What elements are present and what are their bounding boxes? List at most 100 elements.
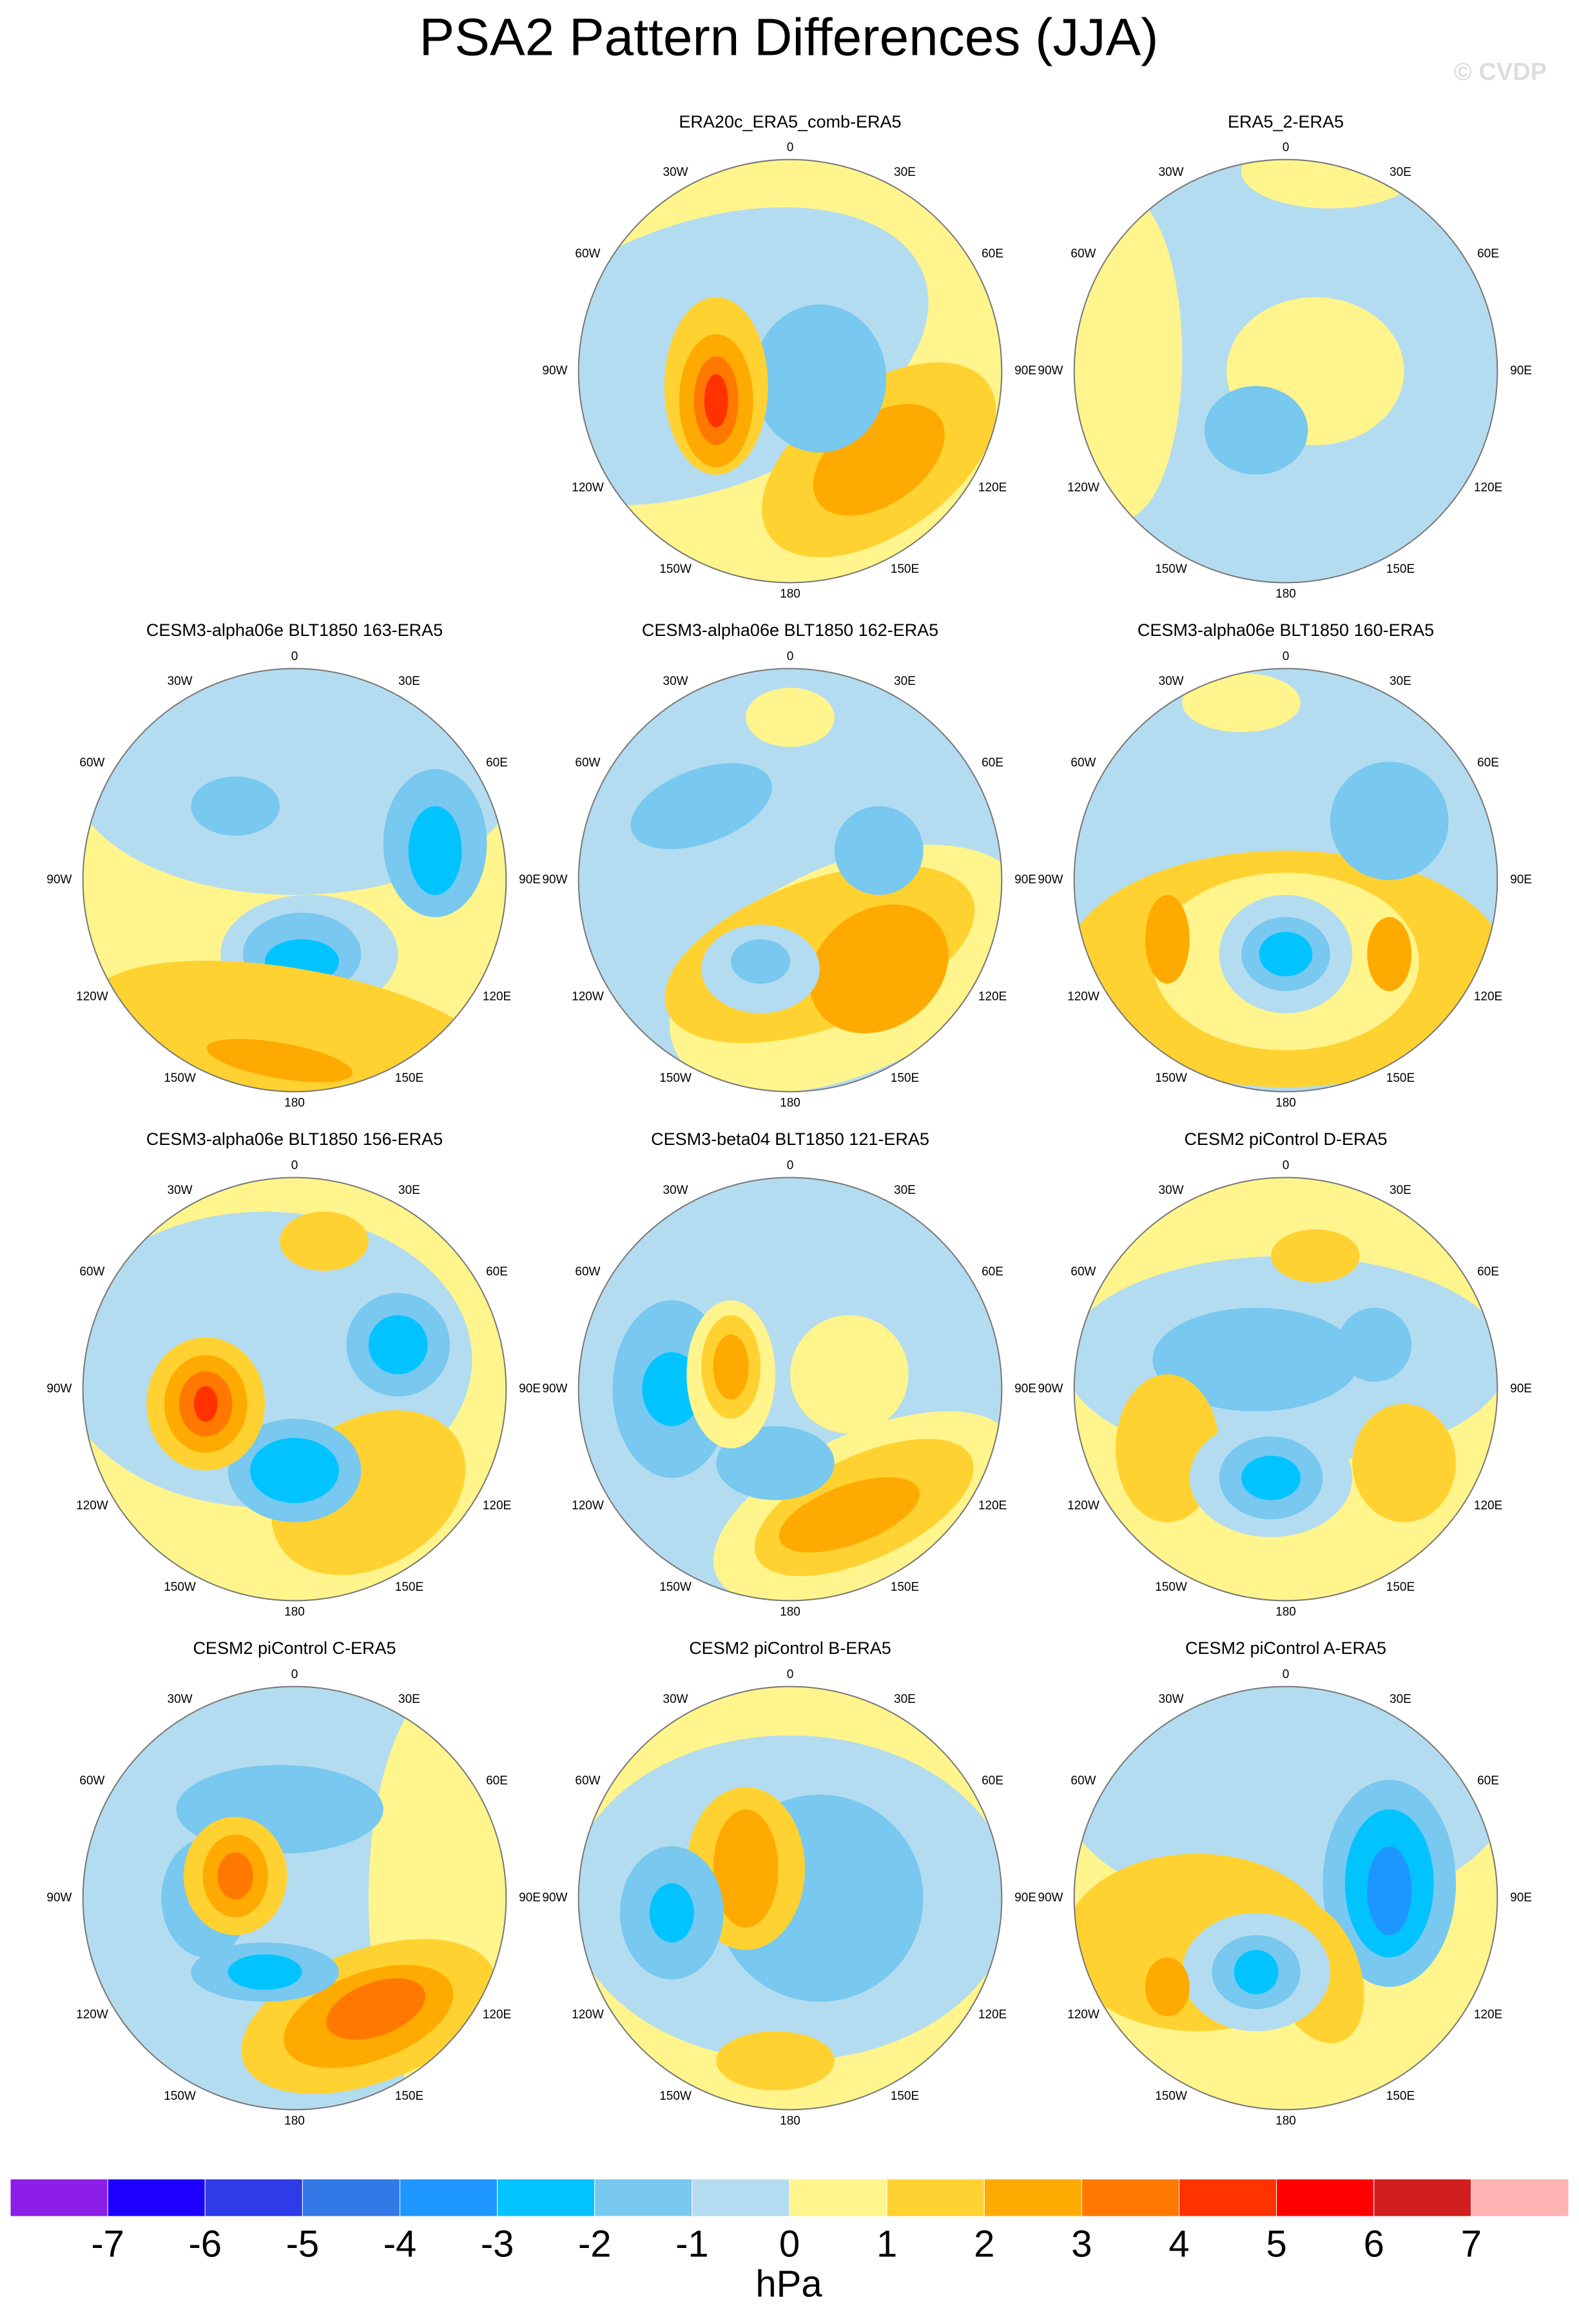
longitude-label: 150E — [1386, 562, 1415, 576]
longitude-label: 90E — [519, 1891, 541, 1905]
longitude-label: 90E — [1014, 364, 1036, 378]
longitude-label: 180 — [1275, 2115, 1296, 2128]
contour-region — [368, 1315, 428, 1375]
colorbar-swatch — [983, 2178, 1082, 2217]
longitude-label: 90W — [46, 1891, 72, 1905]
colorbar-swatch — [886, 2178, 985, 2217]
contour-region — [713, 1334, 749, 1400]
contour-region — [642, 1352, 702, 1426]
longitude-label: 0 — [291, 1667, 298, 1681]
longitude-label: 60W — [1070, 756, 1096, 770]
map-panel: CESM2 piControl D-ERA5 0 30E 60E 90E 120E 150E… — [1038, 1129, 1532, 1619]
colorbar-tick-label: -5 — [286, 2223, 320, 2265]
longitude-label: 150E — [891, 1580, 919, 1594]
panel-title: CESM2 piControl C-ERA5 — [193, 1638, 396, 1658]
contour-region — [1152, 1307, 1360, 1412]
panel-title: CESM2 piControl D-ERA5 — [1184, 1129, 1387, 1149]
contour-region — [834, 806, 924, 895]
longitude-label: 90W — [542, 364, 567, 378]
colorbar-swatch — [302, 2178, 400, 2217]
longitude-label: 120E — [978, 990, 1007, 1003]
map-panel: ERA5_2-ERA5 0 30E 60E 90E 120E 150E 180 150W 120W… — [1038, 112, 1532, 601]
contour-region — [1337, 1307, 1412, 1382]
longitude-label: 30E — [894, 1693, 916, 1706]
contour-region — [731, 939, 790, 984]
longitude-label: 120E — [978, 481, 1007, 494]
longitude-label: 30W — [168, 675, 193, 688]
colorbar-tick-label: 3 — [1071, 2223, 1092, 2265]
colorbar-swatch — [107, 2178, 206, 2217]
longitude-label: 150W — [164, 2089, 196, 2103]
colorbar-tick-label: -4 — [383, 2223, 417, 2265]
panel-title: CESM2 piControl B-ERA5 — [689, 1638, 891, 1658]
longitude-label: 60W — [79, 756, 104, 770]
contour-field — [1074, 1686, 1498, 2110]
colorbar-tick-label: -7 — [91, 2223, 124, 2265]
longitude-label: 120W — [572, 2008, 604, 2021]
longitude-label: 120W — [572, 481, 604, 494]
longitude-label: 120E — [1474, 1499, 1502, 1512]
longitude-label: 150W — [164, 1071, 196, 1085]
colorbar-tick-label: -6 — [188, 2223, 222, 2265]
contour-field — [1074, 159, 1498, 583]
longitude-label: 150E — [395, 1580, 423, 1594]
longitude-label: 0 — [1283, 1158, 1290, 1172]
contour-field — [82, 1686, 507, 2110]
contour-region — [1271, 1229, 1360, 1283]
longitude-label: 90W — [46, 1382, 72, 1396]
map-border — [577, 1685, 1003, 2111]
colorbar-tick-label: -2 — [578, 2223, 612, 2265]
contour-field — [578, 159, 1002, 583]
longitude-label: 30W — [168, 1693, 193, 1706]
longitude-label: 150W — [659, 2089, 692, 2103]
map-border — [577, 158, 1003, 584]
contour-field — [578, 668, 1002, 1092]
longitude-label: 90E — [519, 1382, 541, 1396]
panel-title: ERA20c_ERA5_comb-ERA5 — [679, 112, 901, 131]
panel-title: ERA5_2-ERA5 — [1228, 112, 1344, 131]
map-panel: CESM2 piControl B-ERA5 0 30E 60E 90E 120E 150E… — [542, 1638, 1036, 2128]
longitude-label: 90E — [1014, 1382, 1036, 1396]
map-border — [1073, 1685, 1498, 2111]
longitude-label: 30E — [1390, 166, 1411, 179]
colorbar-swatch — [1373, 2178, 1472, 2217]
longitude-label: 60W — [575, 247, 600, 261]
contour-region — [1145, 894, 1190, 984]
longitude-label: 180 — [780, 2115, 800, 2128]
colorbar-swatch — [1471, 2178, 1569, 2217]
colorbar-tick-label: 4 — [1168, 2223, 1189, 2265]
colorbar-tick-label: 6 — [1364, 2223, 1384, 2265]
colorbar-swatch — [497, 2178, 596, 2217]
longitude-label: 90E — [1014, 873, 1036, 887]
contour-field — [82, 1177, 507, 1601]
contour-region — [1367, 917, 1412, 992]
contour-region — [1241, 1455, 1301, 1501]
longitude-label: 180 — [780, 1097, 800, 1110]
longitude-label: 180 — [780, 1606, 800, 1619]
longitude-label: 60W — [1070, 1265, 1096, 1279]
longitude-label: 0 — [1283, 1667, 1290, 1681]
contour-region — [326, 1978, 426, 2040]
contour-region — [206, 1039, 353, 1082]
longitude-label: 90W — [542, 873, 567, 887]
longitude-label: 150E — [1386, 1580, 1415, 1594]
longitude-label: 120E — [1474, 2008, 1502, 2021]
map-panel: ERA20c_ERA5_comb-ERA5 0 30E 60E 90E 120E 150E 1… — [542, 112, 1036, 601]
longitude-label: 60E — [1477, 756, 1499, 770]
contour-region — [1241, 159, 1419, 209]
longitude-label: 150W — [1155, 562, 1187, 576]
longitude-label: 150E — [891, 1071, 919, 1085]
contour-field — [1074, 668, 1498, 1092]
longitude-label: 90W — [1038, 1382, 1063, 1396]
longitude-label: 90W — [46, 873, 72, 887]
map-border — [82, 1176, 507, 1602]
longitude-label: 30W — [168, 1184, 193, 1197]
longitude-label: 30W — [663, 166, 688, 179]
colorbar-swatch — [789, 2178, 887, 2217]
longitude-label: 30E — [894, 1184, 916, 1197]
longitude-label: 60E — [486, 1265, 508, 1279]
longitude-label: 60W — [575, 1774, 600, 1788]
contour-region — [649, 1883, 694, 1943]
contour-region — [1367, 1846, 1412, 1935]
colorbar-tick-label: 1 — [877, 2223, 897, 2265]
